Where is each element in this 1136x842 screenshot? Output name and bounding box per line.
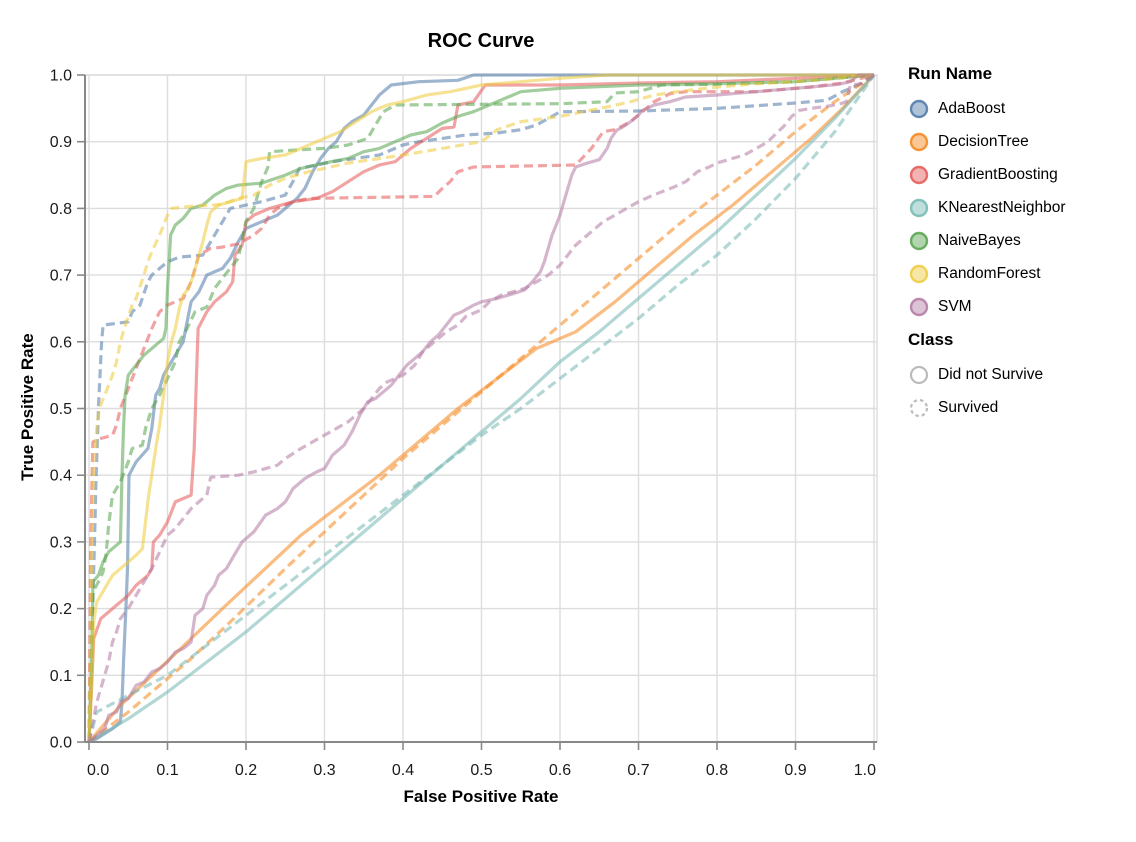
legend-label-decisiontree: DecisionTree xyxy=(938,133,1029,150)
legend-item-knearestneighbor: KNearestNeighbor xyxy=(908,197,1133,219)
legend-label-survived: Survived xyxy=(938,399,999,416)
roc-curve-randomforest-did-not-survive xyxy=(87,73,874,743)
x-tick-label: 0.0 xyxy=(87,762,109,779)
legend-swatch-did-not-survive xyxy=(909,365,929,385)
legend-item-adaboost: AdaBoost xyxy=(908,98,1133,120)
x-tick-label: 0.8 xyxy=(706,762,728,779)
y-tick-label: 0.4 xyxy=(50,468,72,485)
roc-curve-naivebayes-survived xyxy=(87,73,875,743)
x-tick-label: 0.9 xyxy=(784,762,806,779)
legend-swatch-knearestneighbor xyxy=(909,198,929,218)
roc-curve-adaboost-did-not-survive xyxy=(88,73,874,743)
legend-label-naivebayes: NaiveBayes xyxy=(938,232,1021,249)
roc-curve-gradientboosting-survived xyxy=(87,73,875,743)
y-tick-label: 0.8 xyxy=(50,201,72,218)
x-tick-label: 0.5 xyxy=(470,762,492,779)
legend-item-svm: SVM xyxy=(908,296,1133,318)
roc-curve-adaboost-survived xyxy=(87,73,875,743)
legend-class-items: Did not Survive Survived xyxy=(908,364,1133,419)
page-title: ROC Curve xyxy=(427,30,535,52)
legend-title-class: Class xyxy=(908,330,954,349)
legend-item-naivebayes: NaiveBayes xyxy=(908,230,1133,252)
x-tick-label: 0.6 xyxy=(549,762,571,779)
legend-label-knearestneighbor: KNearestNeighbor xyxy=(938,199,1066,216)
legend-label-adaboost: AdaBoost xyxy=(938,100,1006,117)
x-tick-label: 0.7 xyxy=(627,762,649,779)
roc-curve-randomforest-survived xyxy=(87,73,875,743)
legend-swatch-gradientboosting xyxy=(909,165,929,185)
roc-curve-decisiontree-survived xyxy=(88,73,875,743)
roc-curve-naivebayes-did-not-survive xyxy=(87,73,875,743)
x-tick-label: 0.1 xyxy=(156,762,178,779)
x-tick-label: 0.2 xyxy=(235,762,257,779)
legend-item-randomforest: RandomForest xyxy=(908,263,1133,285)
legend-swatch-randomforest xyxy=(909,264,929,284)
y-axis-title: True Positive Rate xyxy=(18,333,37,481)
legend-swatch-svm xyxy=(909,297,929,317)
y-tick-label: 0.2 xyxy=(50,601,72,618)
x-tick-label: 1.0 xyxy=(854,762,876,779)
y-tick-label: 1.0 xyxy=(50,68,72,85)
y-tick-label: 0.7 xyxy=(50,268,72,285)
legend-run-items: AdaBoost DecisionTree GradientBoosting KNea… xyxy=(908,98,1133,318)
legend-item-decisiontree: DecisionTree xyxy=(908,131,1133,153)
x-tick-label: 0.4 xyxy=(392,762,414,779)
roc-curve-svm-survived xyxy=(87,73,875,743)
y-tick-label: 0.1 xyxy=(50,668,72,685)
legend-swatch-naivebayes xyxy=(909,231,929,251)
legend-swatch-adaboost xyxy=(909,99,929,119)
legend-item-did-not-survive: Did not Survive xyxy=(908,364,1133,386)
legend-swatch-survived xyxy=(909,398,929,418)
y-tick-label: 0.3 xyxy=(50,534,72,551)
legend-label-gradientboosting: GradientBoosting xyxy=(938,166,1058,183)
x-tick-label: 0.3 xyxy=(313,762,335,779)
legend-label-randomforest: RandomForest xyxy=(938,265,1041,282)
y-tick-label: 0.5 xyxy=(50,401,72,418)
legend-label-did-not-survive: Did not Survive xyxy=(938,366,1044,383)
legend: Run Name AdaBoost DecisionTree GradientBoo… xyxy=(908,64,1133,430)
legend-title-run-name: Run Name xyxy=(908,64,993,83)
legend-item-survived: Survived xyxy=(908,397,1133,419)
legend-item-gradientboosting: GradientBoosting xyxy=(908,164,1133,186)
x-axis-title: False Positive Rate xyxy=(403,787,559,806)
legend-label-svm: SVM xyxy=(938,298,972,315)
y-tick-label: 0.0 xyxy=(50,735,72,752)
roc-curve-knearestneighbor-did-not-survive xyxy=(88,73,876,743)
roc-curve-knearestneighbor-survived xyxy=(87,74,876,743)
legend-swatch-decisiontree xyxy=(909,132,929,152)
y-tick-label: 0.9 xyxy=(50,134,72,151)
y-tick-label: 0.6 xyxy=(50,334,72,351)
roc-curve-svm-did-not-survive xyxy=(87,73,874,743)
